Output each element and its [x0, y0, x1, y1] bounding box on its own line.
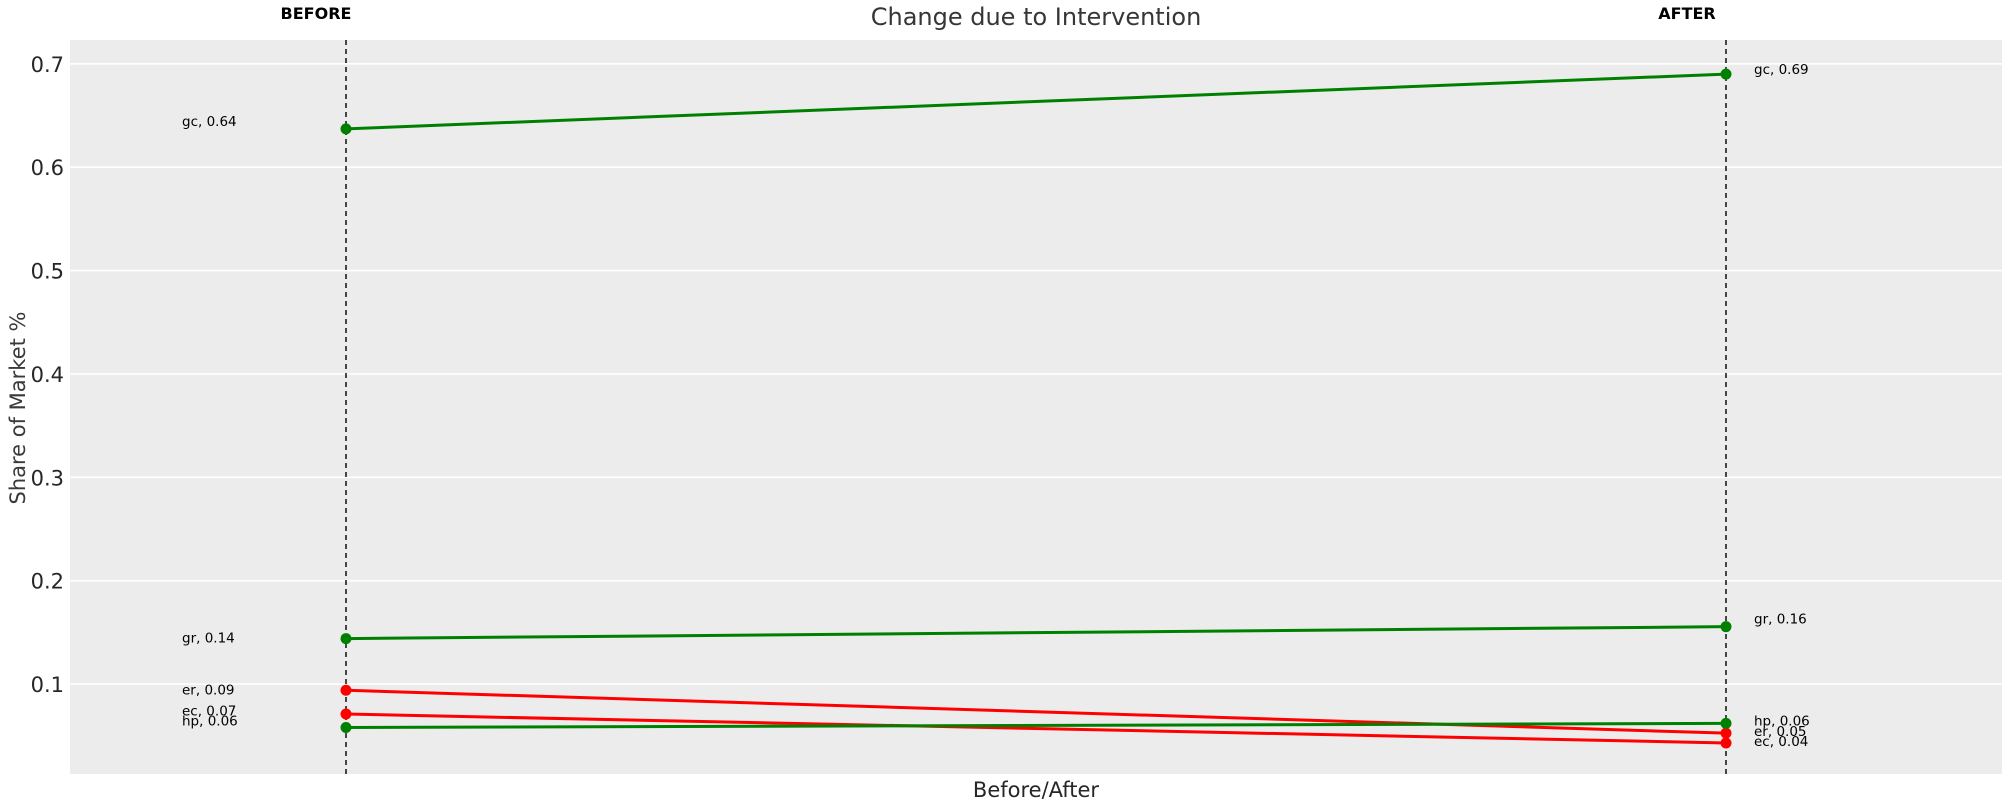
x-axis-label: Before/After — [972, 778, 1100, 802]
before-column-label: BEFORE — [280, 4, 352, 23]
ytick-label-0.4: 0.4 — [31, 363, 64, 387]
annotation-ec-before: ec, 0.07 — [182, 704, 236, 720]
series-line-hp — [345, 721, 1727, 729]
chart-title: Change due to Intervention — [870, 3, 1202, 31]
series-line-gr — [345, 625, 1727, 641]
panel-background — [70, 40, 2002, 774]
annotation-gr-before: gr, 0.14 — [182, 631, 235, 647]
annotation-gc-after: gc, 0.69 — [1754, 62, 1809, 78]
annotation-ec-after: ec, 0.04 — [1754, 734, 1808, 750]
ytick-label-0.7: 0.7 — [31, 53, 64, 77]
annotation-hp-after: hp, 0.06 — [1754, 713, 1810, 729]
annotation-gr-after: gr, 0.16 — [1754, 612, 1807, 628]
marker-ec-before — [340, 708, 352, 720]
series-line-er — [345, 688, 1727, 735]
ytick-label-0.1: 0.1 — [31, 673, 64, 697]
marker-ec-after — [1720, 737, 1732, 749]
y-axis-label: Share of Market % — [6, 311, 30, 505]
annotation-er-after: er, 0.05 — [1754, 724, 1807, 740]
marker-hp-before — [340, 721, 352, 733]
ytick-label-0.2: 0.2 — [31, 570, 64, 594]
marker-hp-after — [1720, 717, 1732, 729]
after-column-label: AFTER — [1658, 4, 1716, 23]
marker-gr-before — [340, 633, 352, 645]
annotation-hp-before: hp, 0.06 — [182, 713, 238, 729]
ytick-label-0.5: 0.5 — [31, 260, 64, 284]
marker-er-before — [340, 684, 352, 696]
ytick-label-0.3: 0.3 — [31, 466, 64, 490]
series-line-ec — [345, 712, 1727, 745]
marker-gc-before — [340, 123, 352, 135]
annotation-gc-before: gc, 0.64 — [182, 114, 237, 130]
marker-gr-after — [1720, 621, 1732, 633]
marker-er-after — [1720, 727, 1732, 739]
marker-gc-after — [1720, 68, 1732, 80]
ytick-label-0.6: 0.6 — [31, 156, 64, 180]
series-line-gc — [345, 72, 1727, 131]
annotation-er-before: er, 0.09 — [182, 682, 235, 698]
